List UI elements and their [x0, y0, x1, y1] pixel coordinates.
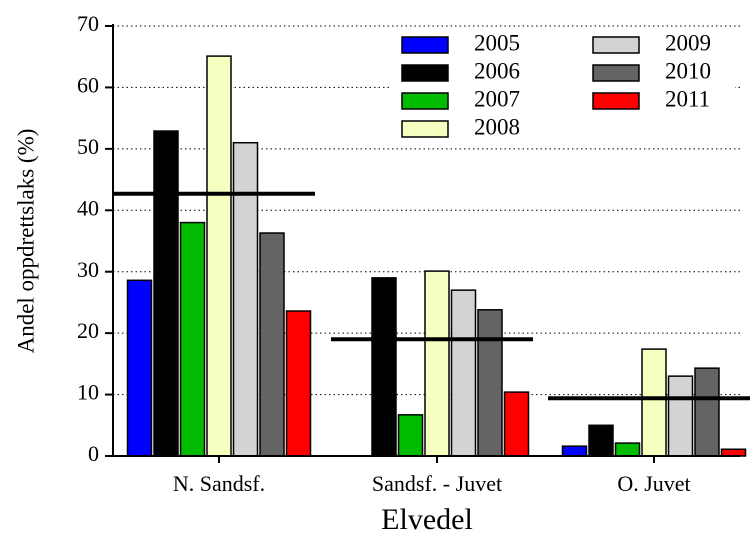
bar — [588, 424, 614, 457]
bar — [424, 270, 450, 457]
legend-swatch — [592, 64, 640, 82]
bar — [694, 367, 720, 457]
y-tick-label: 30 — [77, 257, 99, 282]
x-axis-label: Elvedel — [381, 503, 473, 536]
y-tick-label: 10 — [77, 380, 99, 405]
bar — [561, 445, 588, 457]
y-tick-label: 70 — [77, 11, 99, 36]
bar — [206, 55, 232, 457]
legend-label: 2011 — [665, 86, 710, 111]
bar — [397, 414, 424, 457]
legend-swatch — [592, 92, 640, 110]
legend-swatch — [401, 120, 449, 138]
y-tick-label: 60 — [77, 72, 99, 97]
y-tick-label: 50 — [77, 134, 99, 159]
y-axis-label: Andel oppdrettslaks (%) — [13, 129, 38, 354]
bar — [667, 375, 694, 457]
bar — [477, 309, 503, 457]
x-tick-label: N. Sandsf. — [173, 471, 265, 496]
bar — [285, 310, 312, 457]
bar — [179, 221, 206, 457]
bar — [153, 130, 179, 457]
legend-swatch — [401, 64, 449, 82]
y-tick-label: 40 — [77, 195, 99, 220]
bar — [503, 391, 530, 457]
legend-label: 2008 — [474, 114, 520, 139]
legend-label: 2005 — [474, 30, 520, 55]
bar — [641, 348, 667, 457]
legend-swatch — [401, 36, 449, 54]
bar — [720, 448, 747, 457]
bar — [232, 141, 259, 457]
bar — [614, 442, 641, 457]
legend-label: 2007 — [474, 86, 520, 111]
y-tick-label: 0 — [88, 441, 99, 466]
legend-swatch — [592, 36, 640, 54]
legend-label: 2010 — [665, 58, 711, 83]
legend-label: 2006 — [474, 58, 520, 83]
bar — [450, 289, 477, 457]
bar — [259, 232, 285, 457]
legend-label: 2009 — [665, 30, 711, 55]
bar — [126, 279, 153, 457]
legend-swatch — [401, 92, 449, 110]
bar — [371, 277, 397, 457]
y-tick-label: 20 — [77, 318, 99, 343]
x-tick-label: O. Juvet — [617, 471, 690, 496]
x-tick-label: Sandsf. - Juvet — [372, 471, 502, 496]
